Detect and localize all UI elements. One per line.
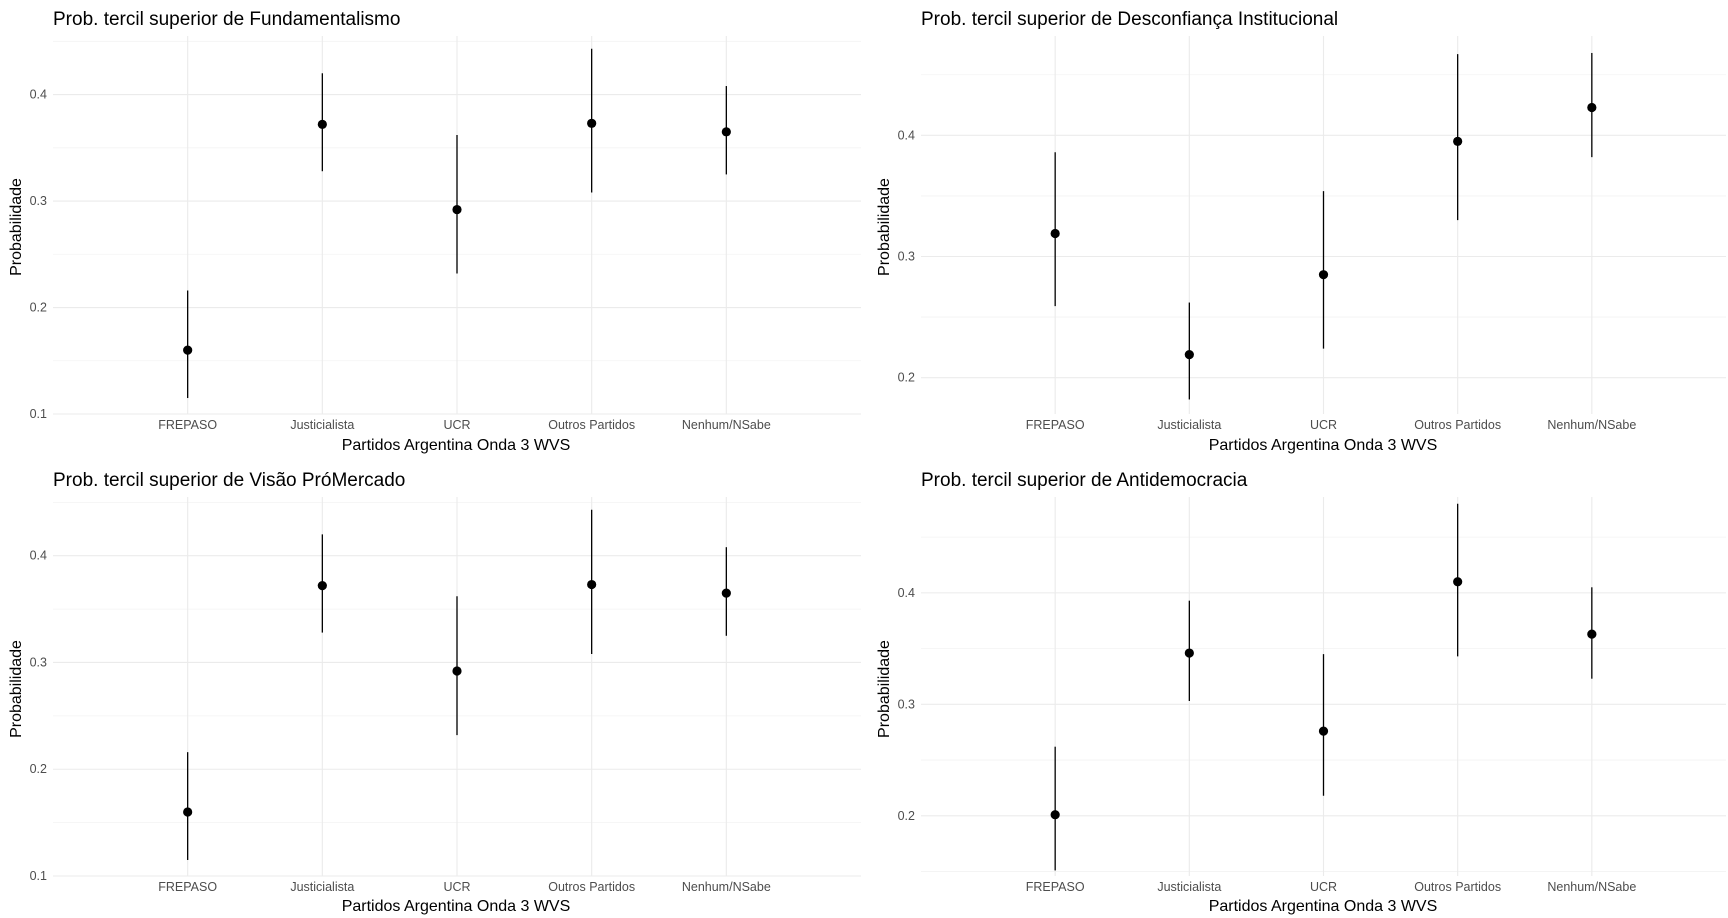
panel-visao-promercado: Prob. tercil superior de Visão PróMercad… xyxy=(8,470,861,915)
y-tick-label: 0.3 xyxy=(898,697,915,711)
data-point xyxy=(317,581,327,591)
plot-area: 0.2 0.3 0.4 FREPASO Justicialista UCR Outros P… xyxy=(898,36,1726,432)
y-tick-label: 0.2 xyxy=(30,762,47,776)
plot-area: 0.1 0.2 0.3 0.4 FREPASO Justicialista UCR Outro… xyxy=(30,497,861,894)
x-tick-label: UCR xyxy=(443,880,470,894)
x-axis-title: Partidos Argentina Onda 3 WVS xyxy=(342,898,571,915)
x-tick-label: Outros Partidos xyxy=(1414,880,1501,894)
y-tick-label: 0.4 xyxy=(898,128,915,142)
panel-title: Prob. tercil superior de Antidemocracia xyxy=(921,470,1248,491)
panel-antidemocracia: Prob. tercil superior de Antidemocracia … xyxy=(876,470,1726,915)
x-tick-label: FREPASO xyxy=(1026,880,1085,894)
x-tick-label: UCR xyxy=(1310,880,1337,894)
x-tick-label: Outros Partidos xyxy=(1414,418,1501,432)
x-tick-label: Outros Partidos xyxy=(548,418,635,432)
data-point xyxy=(317,119,327,129)
x-tick-label: FREPASO xyxy=(158,418,217,432)
y-tick-label: 0.4 xyxy=(898,586,915,600)
data-point xyxy=(183,345,193,355)
data-point xyxy=(587,118,597,128)
panel-fundamentalismo: Prob. tercil superior de Fundamentalismo… xyxy=(8,9,861,454)
data-point xyxy=(721,127,731,137)
data-point xyxy=(1318,726,1329,736)
data-point xyxy=(183,807,193,817)
y-tick-label: 0.2 xyxy=(30,301,47,315)
y-tick-label: 0.1 xyxy=(30,407,47,421)
x-tick-label: UCR xyxy=(443,418,470,432)
y-tick-label: 0.2 xyxy=(898,371,915,385)
x-tick-label: Justicialista xyxy=(1157,880,1221,894)
data-point xyxy=(1587,102,1597,113)
data-point xyxy=(452,204,462,215)
data-point xyxy=(1453,577,1463,587)
x-tick-label: Nenhum/NSabe xyxy=(682,418,771,432)
x-tick-label: FREPASO xyxy=(1026,418,1085,432)
x-tick-label: FREPASO xyxy=(158,880,217,894)
y-tick-label: 0.3 xyxy=(898,250,915,264)
y-axis-title: Probabilidade xyxy=(8,178,25,276)
data-point xyxy=(587,579,597,590)
plot-area: 0.2 0.3 0.4 FREPASO Justicialista UCR Outros P… xyxy=(898,497,1726,894)
plot-area: 0.1 0.2 0.3 0.4 FREPASO Justicialista UCR Outro… xyxy=(30,36,861,432)
data-point xyxy=(1050,228,1060,239)
panel-desconfianca-institucional: Prob. tercil superior de Desconfiança In… xyxy=(876,9,1726,454)
x-axis-title: Partidos Argentina Onda 3 WVS xyxy=(1209,898,1438,915)
x-tick-label: Justicialista xyxy=(290,880,354,894)
y-tick-label: 0.2 xyxy=(898,809,915,823)
y-axis-title: Probabilidade xyxy=(876,640,893,738)
y-tick-label: 0.1 xyxy=(30,869,47,883)
y-axis-title: Probabilidade xyxy=(876,178,893,276)
data-point xyxy=(721,588,731,598)
y-tick-label: 0.3 xyxy=(30,194,47,208)
panel-title: Prob. tercil superior de Visão PróMercad… xyxy=(53,470,405,491)
y-tick-label: 0.4 xyxy=(30,549,47,563)
y-tick-label: 0.3 xyxy=(30,655,47,669)
y-tick-label: 0.4 xyxy=(30,88,47,102)
x-axis-title: Partidos Argentina Onda 3 WVS xyxy=(342,437,571,454)
panel-title: Prob. tercil superior de Fundamentalismo xyxy=(53,9,400,30)
data-point xyxy=(1050,810,1060,820)
data-point xyxy=(1453,136,1463,147)
data-point xyxy=(452,666,462,676)
x-tick-label: Justicialista xyxy=(1157,418,1221,432)
x-tick-label: UCR xyxy=(1310,418,1337,432)
x-axis-title: Partidos Argentina Onda 3 WVS xyxy=(1209,437,1438,454)
x-tick-label: Nenhum/NSabe xyxy=(1547,880,1636,894)
data-point xyxy=(1184,648,1194,658)
x-tick-label: Outros Partidos xyxy=(548,880,635,894)
x-tick-label: Nenhum/NSabe xyxy=(1547,418,1636,432)
x-tick-label: Nenhum/NSabe xyxy=(682,880,771,894)
x-tick-label: Justicialista xyxy=(290,418,354,432)
data-point xyxy=(1587,629,1597,639)
panel-title: Prob. tercil superior de Desconfiança In… xyxy=(921,9,1338,30)
data-point xyxy=(1184,350,1194,360)
data-point xyxy=(1318,270,1329,280)
y-axis-title: Probabilidade xyxy=(8,640,25,738)
